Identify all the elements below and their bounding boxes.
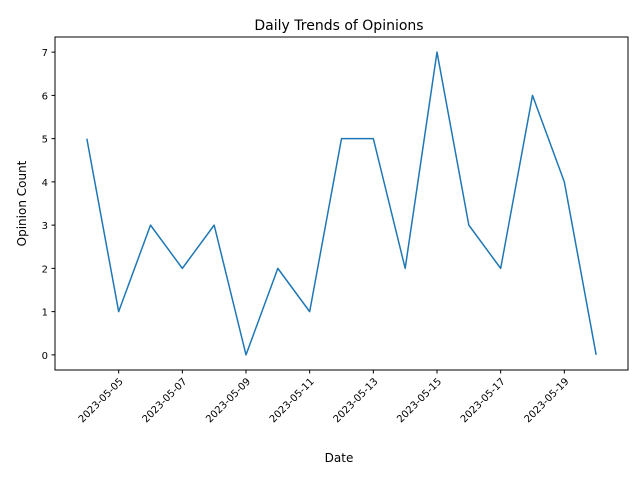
x-tick-label: 2023-05-11 (268, 376, 317, 425)
x-tick-label: 2023-05-19 (523, 376, 572, 425)
x-tick-label: 2023-05-13 (332, 376, 381, 425)
y-tick-label: 2 (42, 264, 48, 275)
y-axis-ticks: 0 1 2 3 4 5 6 7 (42, 48, 55, 362)
x-tick-label: 2023-05-17 (459, 376, 508, 425)
y-axis-label: Opinion Count (15, 160, 29, 246)
plot-frame (54, 36, 629, 371)
x-tick-label: 2023-05-07 (141, 376, 190, 425)
plot-area (55, 37, 628, 370)
chart-title: Daily Trends of Opinions (254, 18, 423, 34)
x-axis-label: Date (325, 451, 354, 465)
plot-layer (86, 51, 597, 356)
y-tick-label: 6 (42, 91, 48, 102)
y-tick-label: 7 (42, 48, 48, 59)
x-tick-label: 2023-05-09 (204, 376, 253, 425)
y-tick-label: 0 (42, 351, 48, 362)
y-tick-label: 5 (42, 135, 48, 146)
y-tick-label: 3 (42, 221, 48, 232)
x-axis-ticks: 2023-05-05 2023-05-07 2023-05-09 2023-05-11… (77, 370, 572, 425)
x-tick-label: 2023-05-15 (395, 376, 444, 425)
series-line-0 (86, 51, 597, 356)
y-tick-label: 1 (42, 308, 48, 319)
y-tick-label: 4 (42, 178, 48, 189)
x-tick-label: 2023-05-05 (77, 376, 126, 425)
